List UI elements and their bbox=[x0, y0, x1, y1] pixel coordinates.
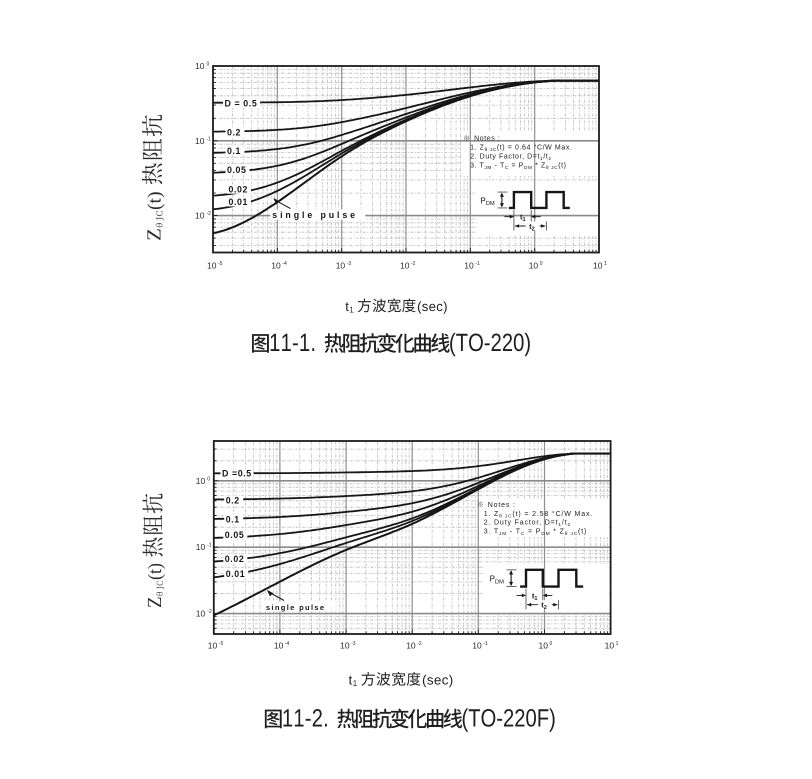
svg-text:10: 10 bbox=[472, 641, 482, 651]
svg-text:0.1: 0.1 bbox=[226, 515, 240, 525]
svg-text:10: 10 bbox=[593, 261, 603, 271]
svg-text:-2: -2 bbox=[207, 609, 212, 615]
svg-text:-2: -2 bbox=[411, 261, 416, 267]
svg-text:10: 10 bbox=[208, 641, 218, 651]
svg-text:single pulse: single pulse bbox=[272, 210, 358, 220]
svg-text:-5: -5 bbox=[218, 261, 223, 267]
svg-text:1. Zθ JC(t) = 2.58 °C/W Max.: 1. Zθ JC(t) = 2.58 °C/W Max. bbox=[484, 510, 593, 520]
svg-text:0.2: 0.2 bbox=[227, 128, 241, 138]
svg-text:10: 10 bbox=[464, 261, 474, 271]
svg-text:10: 10 bbox=[336, 261, 346, 271]
svg-text:10: 10 bbox=[529, 261, 539, 271]
svg-text:10: 10 bbox=[196, 542, 206, 552]
svg-text:10: 10 bbox=[195, 61, 205, 71]
svg-text:-1: -1 bbox=[207, 136, 212, 142]
svg-text:3. TJM - TC = PDM * Zθ JC(t): 3. TJM - TC = PDM * Zθ JC(t) bbox=[484, 529, 588, 538]
svg-text:0.01: 0.01 bbox=[229, 197, 249, 207]
svg-text:10: 10 bbox=[340, 641, 350, 651]
svg-text:10: 10 bbox=[195, 136, 205, 146]
svg-text:10: 10 bbox=[605, 641, 615, 651]
svg-text:Notes :: Notes : bbox=[474, 136, 500, 143]
svg-text:3. TJM - TC = PDM * Zθ JC(t): 3. TJM - TC = PDM * Zθ JC(t) bbox=[470, 162, 567, 171]
svg-text:-2: -2 bbox=[207, 211, 212, 217]
svg-text:-5: -5 bbox=[219, 641, 224, 647]
svg-text:10: 10 bbox=[207, 261, 217, 271]
svg-text:-3: -3 bbox=[351, 641, 356, 647]
svg-text:10: 10 bbox=[400, 261, 410, 271]
svg-text:10: 10 bbox=[406, 641, 416, 651]
svg-text:0.2: 0.2 bbox=[226, 495, 240, 505]
svg-text:t2: t2 bbox=[541, 601, 547, 612]
svg-text:10: 10 bbox=[539, 641, 549, 651]
svg-text:10: 10 bbox=[196, 609, 206, 619]
svg-text:t2: t2 bbox=[529, 222, 535, 233]
svg-text:0: 0 bbox=[550, 641, 553, 647]
svg-text:0: 0 bbox=[540, 261, 543, 267]
svg-text:-1: -1 bbox=[483, 641, 488, 647]
svg-text:-2: -2 bbox=[417, 641, 422, 647]
svg-text:1: 1 bbox=[616, 641, 619, 647]
svg-text:PDM: PDM bbox=[490, 575, 505, 586]
svg-text:0.02: 0.02 bbox=[225, 554, 245, 564]
svg-text:10: 10 bbox=[274, 641, 284, 651]
svg-text:10: 10 bbox=[195, 211, 205, 221]
svg-text:D =0.5: D =0.5 bbox=[222, 469, 252, 479]
svg-text:0.05: 0.05 bbox=[227, 165, 247, 175]
svg-text:t1: t1 bbox=[532, 591, 538, 602]
svg-text:-4: -4 bbox=[282, 261, 287, 267]
svg-text:0.02: 0.02 bbox=[229, 184, 249, 194]
svg-text:-1: -1 bbox=[207, 543, 212, 549]
svg-text:0.1: 0.1 bbox=[227, 146, 241, 156]
svg-text:single pulse: single pulse bbox=[266, 603, 326, 612]
svg-text:1: 1 bbox=[604, 261, 607, 267]
svg-text:PDM: PDM bbox=[480, 197, 495, 208]
svg-text:-4: -4 bbox=[285, 641, 290, 647]
svg-text:2. Duty Factor, D=t1/t2: 2. Duty Factor, D=t1/t2 bbox=[484, 520, 571, 529]
svg-text:1. Zθ JC(t) = 0.64 °C/W Max.: 1. Zθ JC(t) = 0.64 °C/W Max. bbox=[470, 144, 572, 154]
svg-text:10: 10 bbox=[271, 261, 281, 271]
svg-text:-3: -3 bbox=[347, 261, 352, 267]
svg-text:D = 0.5: D = 0.5 bbox=[225, 99, 258, 109]
svg-text:0: 0 bbox=[207, 62, 210, 68]
svg-text:t1: t1 bbox=[520, 213, 526, 224]
svg-text:0: 0 bbox=[207, 476, 210, 482]
svg-text:0.05: 0.05 bbox=[225, 530, 245, 540]
svg-text:Notes :: Notes : bbox=[488, 502, 516, 509]
svg-text:0.01: 0.01 bbox=[226, 569, 246, 579]
svg-text:10: 10 bbox=[196, 476, 206, 486]
svg-text:2. Duty Factor, D=t1/t2: 2. Duty Factor, D=t1/t2 bbox=[470, 154, 552, 163]
svg-text:-1: -1 bbox=[475, 261, 480, 267]
